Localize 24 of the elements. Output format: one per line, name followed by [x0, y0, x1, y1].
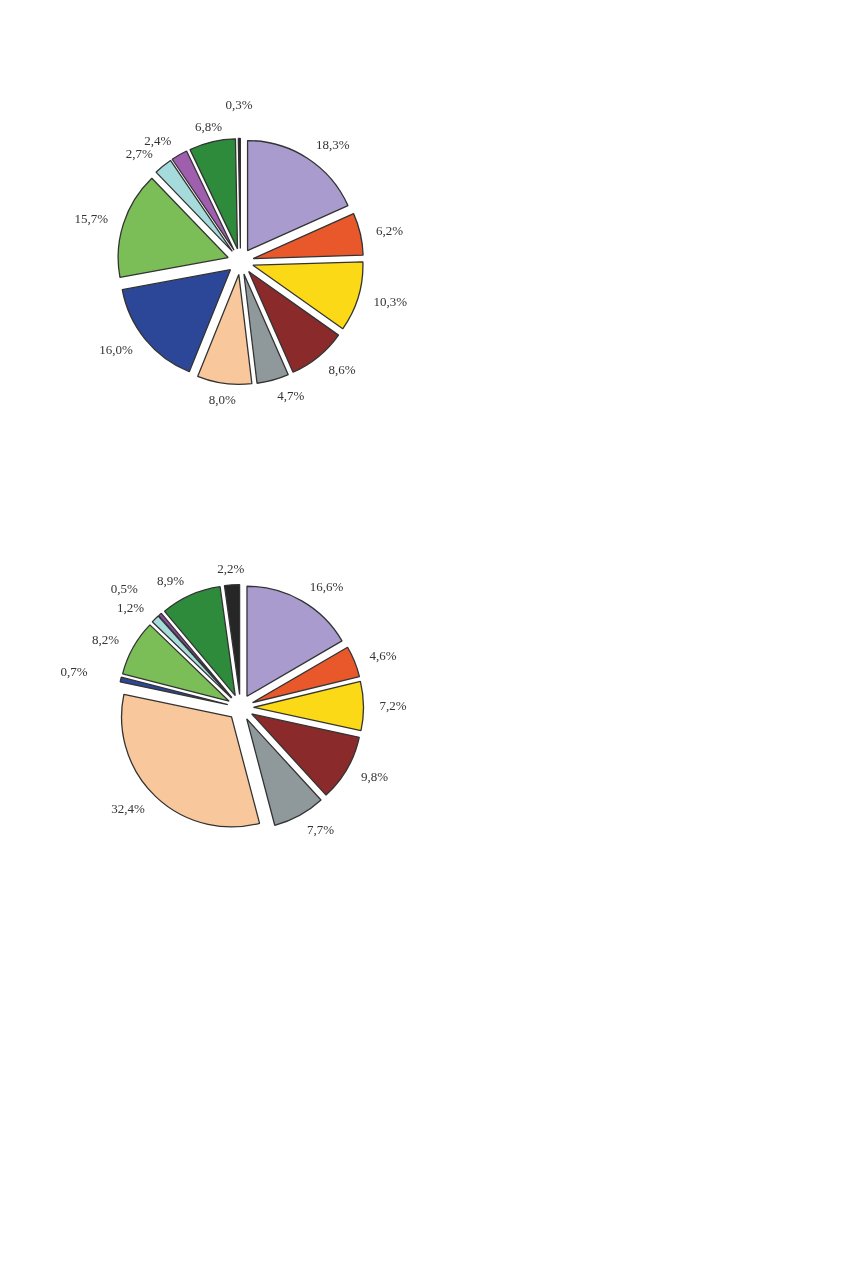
data-label: 16,0% [99, 341, 134, 357]
data-label: 10,3% [373, 294, 408, 310]
data-label: 32,4% [111, 800, 145, 816]
data-label: 4,6% [369, 648, 397, 664]
data-label: 7,2% [379, 698, 407, 714]
data-label: 0,7% [60, 664, 88, 680]
data-label: 0,3% [225, 97, 253, 113]
data-label: 2,2% [217, 561, 245, 577]
data-label: 4,7% [277, 388, 305, 404]
data-label: 18,3% [316, 137, 350, 153]
data-label: 1,2% [117, 599, 145, 615]
data-label: 8,2% [92, 632, 120, 648]
data-label: 2,4% [144, 133, 172, 149]
data-label: 0,5% [110, 581, 138, 597]
data-label: 16,6% [309, 579, 344, 595]
data-label: 8,0% [208, 391, 236, 407]
data-label: 7,7% [307, 822, 335, 838]
data-label: 9,8% [361, 769, 389, 785]
data-label: 8,6% [328, 361, 356, 377]
data-label: 6,8% [194, 118, 223, 134]
data-label: 6,2% [375, 222, 404, 238]
data-label: 15,7% [74, 211, 109, 227]
data-label: 8,9% [157, 572, 185, 588]
data-label: 2,7% [125, 146, 154, 162]
